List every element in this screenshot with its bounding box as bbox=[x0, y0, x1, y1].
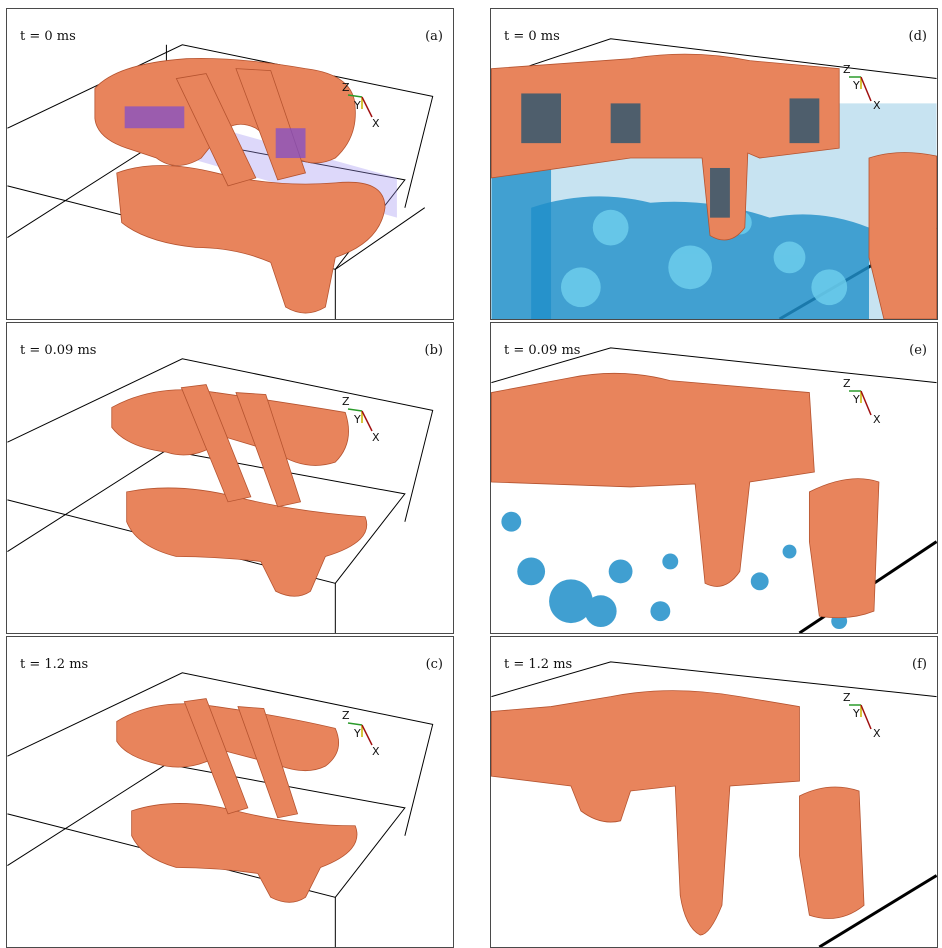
orientation-axes-icon: Z Y X bbox=[342, 81, 380, 130]
axis-x-label: X bbox=[372, 745, 380, 758]
panel-label: (a) bbox=[425, 29, 443, 44]
time-label: t = 1.2 ms bbox=[504, 657, 573, 672]
scene-render-a bbox=[7, 44, 434, 319]
panel-label: (c) bbox=[425, 657, 443, 672]
orientation-axes-icon: Z Y X bbox=[843, 377, 881, 426]
panel-e: t = 0.09 ms (e) Z Y X bbox=[490, 322, 938, 634]
scene-render-e bbox=[491, 347, 937, 633]
orientation-axes-icon: Z Y X bbox=[342, 709, 380, 758]
time-label: t = 0 ms bbox=[504, 29, 560, 44]
panel-label: (e) bbox=[909, 343, 927, 358]
axis-y-label: Y bbox=[852, 707, 860, 720]
axis-y-label: Y bbox=[852, 79, 860, 92]
panel-f: t = 1.2 ms (f) Z Y X bbox=[490, 636, 938, 948]
scene-render-b bbox=[7, 358, 434, 633]
time-label: t = 1.2 ms bbox=[20, 657, 89, 672]
axis-x-label: X bbox=[372, 117, 380, 130]
orientation-axes-icon: Z Y X bbox=[342, 395, 380, 444]
time-label: t = 0.09 ms bbox=[504, 343, 581, 358]
axis-y-label: Y bbox=[353, 727, 361, 740]
axis-y-label: Y bbox=[353, 413, 361, 426]
axis-z-label: Z bbox=[843, 377, 851, 390]
axis-z-label: Z bbox=[843, 63, 851, 76]
axis-x-label: X bbox=[873, 727, 881, 740]
scene-render-f bbox=[491, 661, 937, 947]
panel-b: t = 0.09 ms (b) Z Y X bbox=[6, 322, 454, 634]
axis-z-label: Z bbox=[342, 81, 350, 94]
axis-x-label: X bbox=[873, 99, 881, 112]
time-label: t = 0.09 ms bbox=[20, 343, 97, 358]
panel-label: (f) bbox=[912, 657, 927, 672]
panel-label: (d) bbox=[908, 29, 927, 44]
panel-a: t = 0 ms (a) Z Y X bbox=[6, 8, 454, 320]
time-label: t = 0 ms bbox=[20, 29, 76, 44]
axis-z-label: Z bbox=[342, 709, 350, 722]
axis-z-label: Z bbox=[342, 395, 350, 408]
axis-y-label: Y bbox=[353, 99, 361, 112]
axis-x-label: X bbox=[372, 431, 380, 444]
axis-z-label: Z bbox=[843, 691, 851, 704]
orientation-axes-icon: Z Y X bbox=[843, 691, 881, 740]
scene-render-c bbox=[7, 672, 434, 947]
axis-x-label: X bbox=[873, 413, 881, 426]
scene-render-d bbox=[491, 38, 937, 319]
orientation-axes-icon: Z Y X bbox=[843, 63, 881, 112]
panel-c: t = 1.2 ms (c) Z Y X bbox=[6, 636, 454, 948]
axis-y-label: Y bbox=[852, 393, 860, 406]
panel-label: (b) bbox=[424, 343, 443, 358]
panel-d: t = 0 ms (d) Z Y X bbox=[490, 8, 938, 320]
